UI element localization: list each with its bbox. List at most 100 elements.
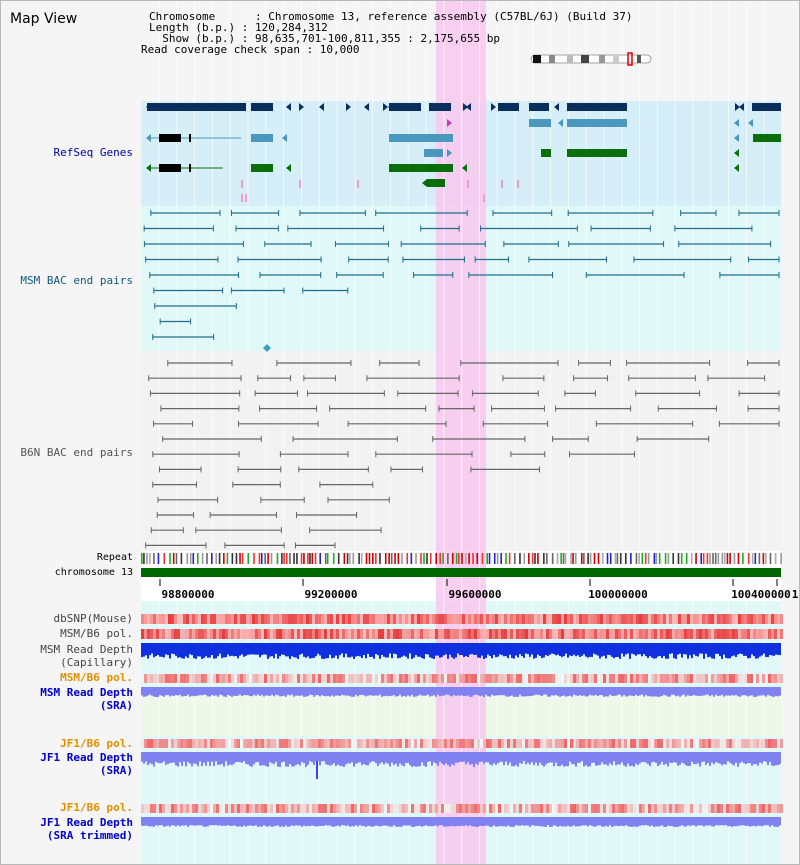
polymorphism-cell bbox=[510, 804, 513, 813]
polymorphism-cell bbox=[555, 629, 558, 639]
polymorphism-cell bbox=[693, 739, 696, 748]
read-depth-bar bbox=[573, 643, 575, 655]
repeat-element bbox=[401, 553, 403, 564]
polymorphism-cell bbox=[288, 804, 291, 813]
read-depth-bar bbox=[623, 817, 625, 827]
polymorphism-cell bbox=[147, 629, 150, 639]
read-depth-bar bbox=[689, 752, 691, 766]
polymorphism-cell bbox=[546, 739, 549, 748]
polymorphism-cell bbox=[180, 674, 183, 683]
gene-feature bbox=[251, 164, 273, 172]
read-depth-bar bbox=[743, 817, 745, 826]
read-depth-bar bbox=[255, 752, 257, 763]
polymorphism-cell bbox=[591, 629, 594, 639]
track-label-jf1-b6-pol-1[interactable]: JF1/B6 pol. bbox=[60, 737, 133, 750]
polymorphism-cell bbox=[279, 629, 282, 639]
polymorphism-cell bbox=[627, 629, 630, 639]
polymorphism-cell bbox=[159, 614, 162, 624]
repeat-element bbox=[397, 553, 400, 564]
track-label-jf1-b6-pol-2[interactable]: JF1/B6 pol. bbox=[60, 801, 133, 814]
polymorphism-cell bbox=[300, 804, 303, 813]
read-depth-bar bbox=[173, 643, 175, 655]
read-depth-bar bbox=[347, 687, 349, 696]
polymorphism-cell bbox=[507, 629, 510, 639]
read-depth-bar bbox=[303, 643, 305, 657]
polymorphism-cell bbox=[669, 674, 672, 683]
repeat-element bbox=[264, 553, 266, 564]
track-label-msm-depth-sra[interactable]: MSM Read Depth bbox=[40, 686, 133, 699]
repeat-element bbox=[461, 553, 463, 564]
polymorphism-cell bbox=[774, 614, 777, 624]
track-label-msm-b6-pol-2[interactable]: MSM/B6 pol. bbox=[60, 671, 133, 684]
polymorphism-cell bbox=[684, 804, 687, 813]
polymorphism-cell bbox=[654, 614, 657, 624]
read-depth-bar bbox=[695, 687, 697, 696]
polymorphism-cell bbox=[600, 804, 603, 813]
read-depth-bar bbox=[659, 752, 661, 765]
read-depth-bar bbox=[591, 643, 593, 657]
read-depth-bar bbox=[639, 643, 641, 655]
read-depth-bar bbox=[521, 752, 523, 764]
polymorphism-cell bbox=[267, 614, 270, 624]
polymorphism-cell bbox=[780, 629, 783, 639]
polymorphism-cell bbox=[195, 804, 198, 813]
polymorphism-cell bbox=[333, 739, 336, 748]
read-depth-bar bbox=[423, 752, 425, 766]
read-depth-bar bbox=[607, 817, 609, 827]
read-depth-bar bbox=[283, 817, 285, 827]
polymorphism-cell bbox=[534, 614, 537, 624]
read-depth-bar bbox=[415, 752, 417, 767]
gene-arrow bbox=[748, 119, 753, 127]
polymorphism-cell bbox=[696, 674, 699, 683]
polymorphism-cell bbox=[288, 614, 291, 624]
gene-arrow bbox=[447, 149, 452, 157]
track-label-msm-bac[interactable]: MSM BAC end pairs bbox=[20, 274, 133, 287]
repeat-element bbox=[653, 553, 656, 564]
read-depth-bar bbox=[221, 643, 223, 659]
read-depth-bar bbox=[191, 752, 193, 767]
polymorphism-cell bbox=[516, 804, 519, 813]
polymorphism-cell bbox=[672, 674, 675, 683]
read-depth-bar bbox=[515, 817, 517, 826]
repeat-element bbox=[169, 553, 171, 564]
read-depth-bar bbox=[177, 752, 179, 767]
polymorphism-cell bbox=[489, 674, 492, 683]
polymorphism-cell bbox=[390, 804, 393, 813]
track-label-jf1-depth-sra[interactable]: JF1 Read Depth bbox=[40, 751, 133, 764]
read-depth-bar bbox=[625, 643, 627, 655]
track-label-b6n-bac[interactable]: B6N BAC end pairs bbox=[20, 446, 133, 459]
read-depth-bar bbox=[681, 643, 683, 658]
read-depth-bar bbox=[389, 752, 391, 767]
track-label-dbsnp[interactable]: dbSNP(Mouse) bbox=[53, 612, 133, 625]
polymorphism-cell bbox=[294, 614, 297, 624]
read-depth-bar bbox=[225, 817, 227, 826]
polymorphism-cell bbox=[168, 629, 171, 639]
polymorphism-cell bbox=[633, 739, 636, 748]
polymorphism-cell bbox=[501, 739, 504, 748]
polymorphism-cell bbox=[762, 804, 765, 813]
polymorphism-cell bbox=[558, 629, 561, 639]
polymorphism-cell bbox=[309, 629, 312, 639]
track-label-refseq[interactable]: RefSeq Genes bbox=[53, 146, 133, 159]
polymorphism-cell bbox=[390, 614, 393, 624]
track-label-msm-depth-capillary[interactable]: MSM Read Depth bbox=[40, 643, 133, 656]
read-depth-bar bbox=[473, 817, 475, 827]
read-depth-bar bbox=[617, 643, 619, 658]
read-depth-bar bbox=[349, 687, 351, 697]
read-depth-bar bbox=[491, 752, 493, 766]
read-depth-bar bbox=[525, 752, 527, 765]
read-depth-bar bbox=[557, 752, 559, 767]
polymorphism-cell bbox=[225, 739, 228, 748]
polymorphism-cell bbox=[210, 629, 213, 639]
polymorphism-cell bbox=[462, 614, 465, 624]
track-label-repeat[interactable]: Repeat bbox=[96, 552, 133, 563]
track-label-msm-b6-pol-1[interactable]: MSM/B6 pol. bbox=[60, 627, 133, 640]
polymorphism-cell bbox=[579, 629, 582, 639]
read-depth-bar bbox=[143, 643, 145, 657]
repeat-element bbox=[765, 553, 767, 564]
track-label-jf1-depth-trimmed[interactable]: JF1 Read Depth bbox=[40, 816, 133, 829]
repeat-element bbox=[420, 553, 422, 564]
read-depth-bar bbox=[341, 752, 343, 767]
read-depth-bar bbox=[471, 643, 473, 654]
